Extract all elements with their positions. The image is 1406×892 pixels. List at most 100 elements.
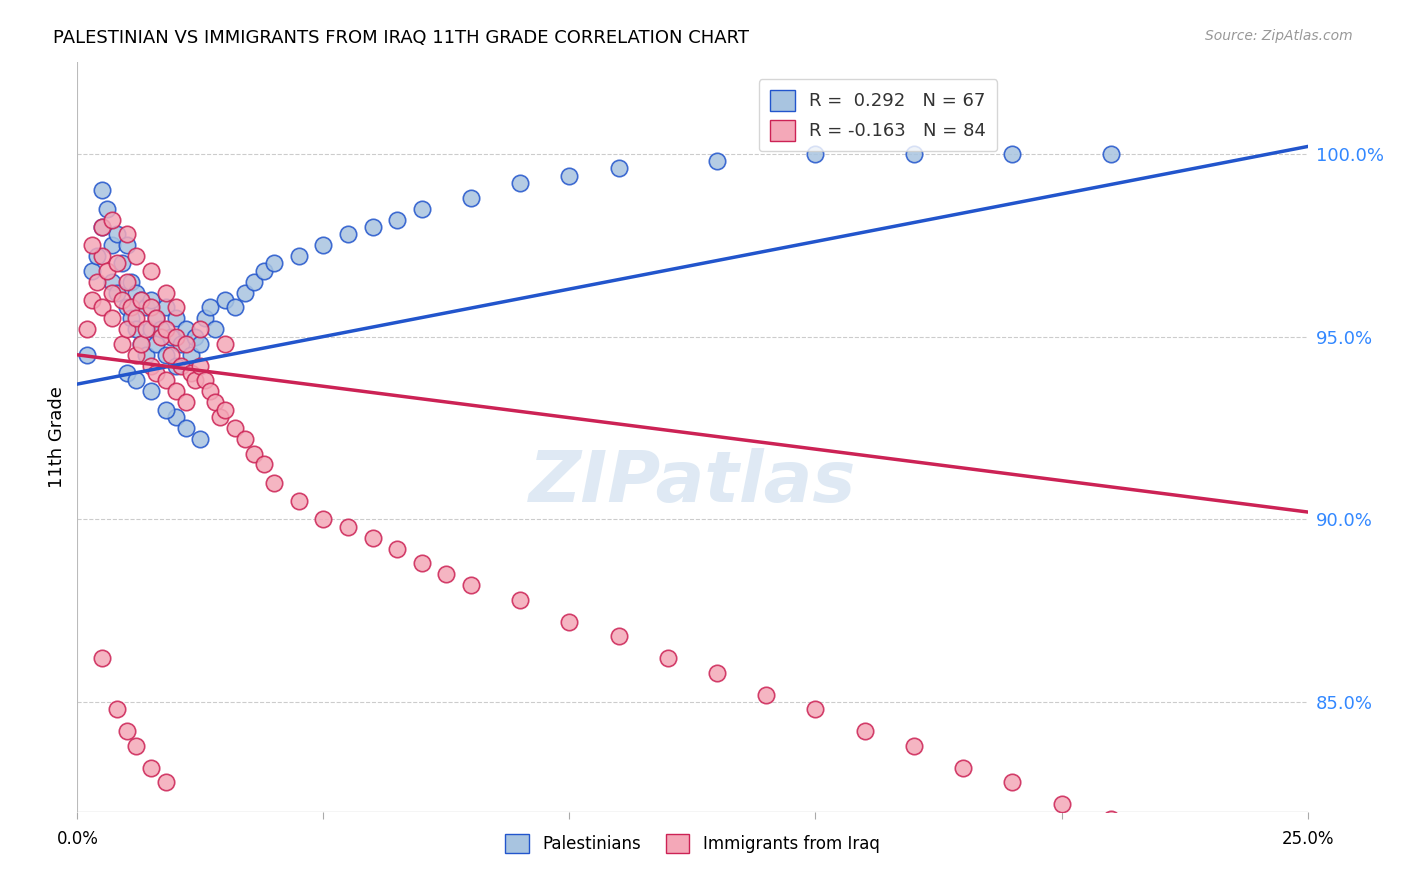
Point: [312, 512, 335, 526]
Point: [90, 219, 114, 234]
Point: [155, 322, 177, 336]
Point: [76, 348, 98, 362]
Point: [105, 702, 128, 716]
Point: [115, 366, 138, 380]
Point: [125, 348, 148, 362]
Point: [1099, 146, 1122, 161]
Point: [411, 556, 433, 570]
Point: [288, 249, 311, 263]
Point: [141, 761, 163, 775]
Point: [263, 256, 285, 270]
Text: 25.0%: 25.0%: [1281, 830, 1334, 848]
Point: [82, 238, 104, 252]
Point: [115, 238, 138, 252]
Point: [145, 337, 167, 351]
Point: [607, 161, 630, 176]
Point: [135, 348, 157, 362]
Point: [361, 219, 384, 234]
Point: [135, 322, 157, 336]
Point: [509, 176, 531, 190]
Point: [194, 311, 217, 326]
Point: [804, 146, 827, 161]
Point: [657, 651, 679, 665]
Point: [155, 373, 177, 387]
Point: [141, 322, 163, 336]
Point: [125, 311, 148, 326]
Point: [253, 264, 276, 278]
Point: [121, 275, 143, 289]
Point: [1099, 812, 1122, 826]
Point: [188, 337, 212, 351]
Point: [105, 227, 128, 242]
Point: [411, 202, 433, 216]
Point: [509, 592, 531, 607]
Point: [200, 384, 222, 399]
Point: [607, 629, 630, 643]
Point: [853, 724, 876, 739]
Point: [755, 688, 778, 702]
Point: [141, 264, 163, 278]
Point: [141, 301, 163, 315]
Point: [125, 739, 148, 753]
Point: [86, 249, 108, 263]
Point: [141, 384, 163, 399]
Point: [174, 337, 197, 351]
Point: [706, 154, 728, 169]
Point: [145, 311, 167, 326]
Y-axis label: 11th Grade: 11th Grade: [48, 386, 66, 488]
Point: [188, 359, 212, 373]
Point: [952, 761, 974, 775]
Point: [804, 702, 827, 716]
Text: PALESTINIAN VS IMMIGRANTS FROM IRAQ 11TH GRADE CORRELATION CHART: PALESTINIAN VS IMMIGRANTS FROM IRAQ 11TH…: [53, 29, 749, 46]
Point: [204, 395, 226, 409]
Point: [90, 651, 114, 665]
Point: [155, 775, 177, 789]
Point: [194, 373, 217, 387]
Point: [337, 519, 360, 533]
Point: [90, 301, 114, 315]
Point: [1001, 775, 1024, 789]
Point: [155, 285, 177, 300]
Point: [86, 275, 108, 289]
Point: [165, 311, 187, 326]
Point: [165, 359, 187, 373]
Point: [129, 293, 153, 307]
Point: [129, 337, 153, 351]
Point: [170, 359, 193, 373]
Point: [90, 183, 114, 197]
Text: 0.0%: 0.0%: [56, 830, 98, 848]
Point: [141, 293, 163, 307]
Point: [125, 373, 148, 387]
Point: [111, 293, 132, 307]
Point: [558, 169, 581, 183]
Point: [903, 739, 925, 753]
Point: [184, 329, 207, 343]
Point: [96, 264, 118, 278]
Point: [96, 202, 118, 216]
Point: [82, 293, 104, 307]
Point: [165, 329, 187, 343]
Point: [706, 665, 728, 680]
Point: [170, 337, 193, 351]
Point: [125, 285, 148, 300]
Point: [288, 494, 311, 508]
Point: [101, 311, 124, 326]
Point: [174, 322, 197, 336]
Point: [101, 212, 124, 227]
Point: [145, 366, 167, 380]
Point: [101, 285, 124, 300]
Point: [253, 458, 276, 472]
Point: [174, 421, 197, 435]
Legend: Palestinians, Immigrants from Iraq: Palestinians, Immigrants from Iraq: [499, 827, 886, 860]
Point: [82, 264, 104, 278]
Point: [200, 301, 222, 315]
Point: [385, 212, 409, 227]
Point: [165, 409, 187, 424]
Point: [558, 615, 581, 629]
Point: [160, 329, 183, 343]
Point: [111, 256, 132, 270]
Point: [184, 373, 207, 387]
Point: [160, 348, 183, 362]
Point: [101, 275, 124, 289]
Point: [111, 337, 132, 351]
